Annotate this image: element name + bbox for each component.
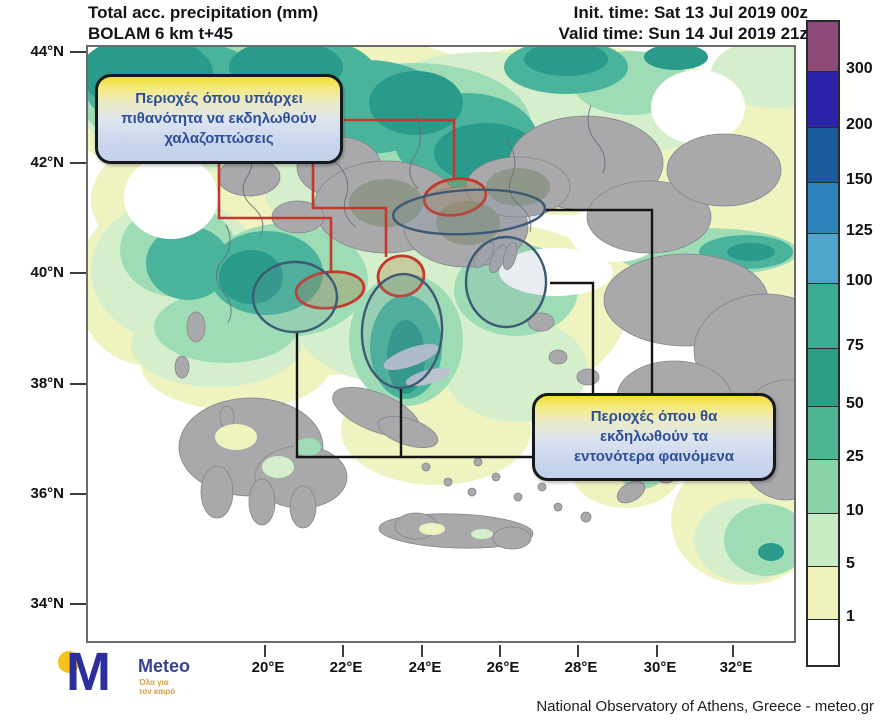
lat-label-38n: 38°N [30, 375, 64, 392]
valid-time: Valid time: Sun 14 Jul 2019 21z [558, 24, 808, 43]
lat-label-34n: 34°N [30, 595, 64, 612]
colorbar-label: 75 [846, 337, 864, 354]
lon-tick [421, 645, 423, 657]
intense-zone-ellipse [360, 272, 444, 390]
hail-leader-line [344, 118, 456, 180]
colorbar-segment [808, 234, 838, 284]
colorbar-label: 100 [846, 272, 873, 289]
title-line-2: BOLAM 6 km t+45 [88, 24, 234, 43]
colorbar-segment [808, 22, 838, 72]
hail-leader-line [311, 163, 388, 257]
colorbar-label: 150 [846, 171, 873, 188]
intense-zone-ellipse [464, 235, 548, 329]
init-time: Init. time: Sat 13 Jul 2019 00z [573, 3, 808, 22]
sun-icon [58, 651, 80, 673]
hail-leader-line [217, 163, 333, 273]
hail-zone-ellipse [376, 254, 426, 298]
colorbar-label: 25 [846, 448, 864, 465]
colorbar-label: 1 [846, 608, 855, 625]
lon-tick [342, 645, 344, 657]
lon-tick [732, 645, 734, 657]
colorbar-segment [808, 460, 838, 514]
colorbar-segment [808, 567, 838, 620]
colorbar-segment [808, 128, 838, 183]
run-times: Init. time: Sat 13 Jul 2019 00z Valid ti… [559, 2, 808, 44]
lat-label-42n: 42°N [30, 154, 64, 171]
precipitation-colorbar [806, 20, 840, 667]
colorbar-segment [808, 72, 838, 128]
title-line-1: Total acc. precipitation (mm) [88, 3, 319, 22]
intense-leader-line [545, 208, 654, 395]
lon-tick [264, 645, 266, 657]
lat-tick [70, 603, 86, 605]
colorbar-segment [808, 284, 838, 349]
lat-label-40n: 40°N [30, 264, 64, 281]
colorbar-segment [808, 183, 838, 234]
lon-label-22e: 22°E [329, 659, 363, 676]
colorbar-label: 200 [846, 116, 873, 133]
colorbar-label: 10 [846, 502, 864, 519]
colorbar-label: 300 [846, 60, 873, 77]
attribution-text: National Observatory of Athens, Greece -… [536, 698, 874, 715]
colorbar-segment [808, 407, 838, 460]
lon-label-32e: 32°E [719, 659, 753, 676]
lon-tick [577, 645, 579, 657]
annotation-layer [217, 118, 654, 459]
map-title: Total acc. precipitation (mm) BOLAM 6 km… [88, 2, 318, 44]
colorbar-label: 5 [846, 555, 855, 572]
logo-wordmark: Meteo [138, 656, 191, 676]
lat-label-44n: 44°N [30, 43, 64, 60]
intense-weather-text: Περιοχές όπου θα εκδηλωθούν τα εντονότερ… [574, 408, 734, 465]
intense-weather-callout: Περιοχές όπου θα εκδηλωθούν τα εντονότερ… [532, 393, 776, 481]
colorbar-label: 50 [846, 395, 864, 412]
lat-tick [70, 272, 86, 274]
lon-label-30e: 30°E [643, 659, 677, 676]
logo-tagline: Όλα για τον καιρό [139, 678, 176, 696]
meteo-logo: M Meteo Όλα για τον καιρό [58, 642, 228, 712]
intense-leader-line [295, 332, 534, 459]
hail-risk-text: Περιοχές όπου υπάρχει πιθανότητα να εκδη… [121, 90, 317, 147]
hail-zone-ellipse [422, 177, 488, 217]
colorbar-segment [808, 514, 838, 567]
hail-zone-ellipse [294, 270, 366, 310]
intense-leader-line [550, 281, 595, 395]
intense-zone-ellipse [251, 260, 339, 334]
hail-risk-callout: Περιοχές όπου υπάρχει πιθανότητα να εκδη… [95, 74, 343, 164]
lon-label-24e: 24°E [408, 659, 442, 676]
lon-tick [499, 645, 501, 657]
colorbar-segment [808, 349, 838, 407]
lat-tick [70, 493, 86, 495]
colorbar-segment [808, 620, 838, 665]
lat-tick [70, 162, 86, 164]
colorbar-label: 125 [846, 222, 873, 239]
lon-tick [656, 645, 658, 657]
logo-m-mark: M [66, 642, 111, 702]
intense-zone-ellipse [391, 188, 547, 236]
lat-tick [70, 51, 86, 53]
lon-label-20e: 20°E [251, 659, 285, 676]
lon-label-26e: 26°E [486, 659, 520, 676]
map-frame-border [86, 45, 796, 643]
lat-tick [70, 383, 86, 385]
lat-label-36n: 36°N [30, 485, 64, 502]
lon-label-28e: 28°E [564, 659, 598, 676]
